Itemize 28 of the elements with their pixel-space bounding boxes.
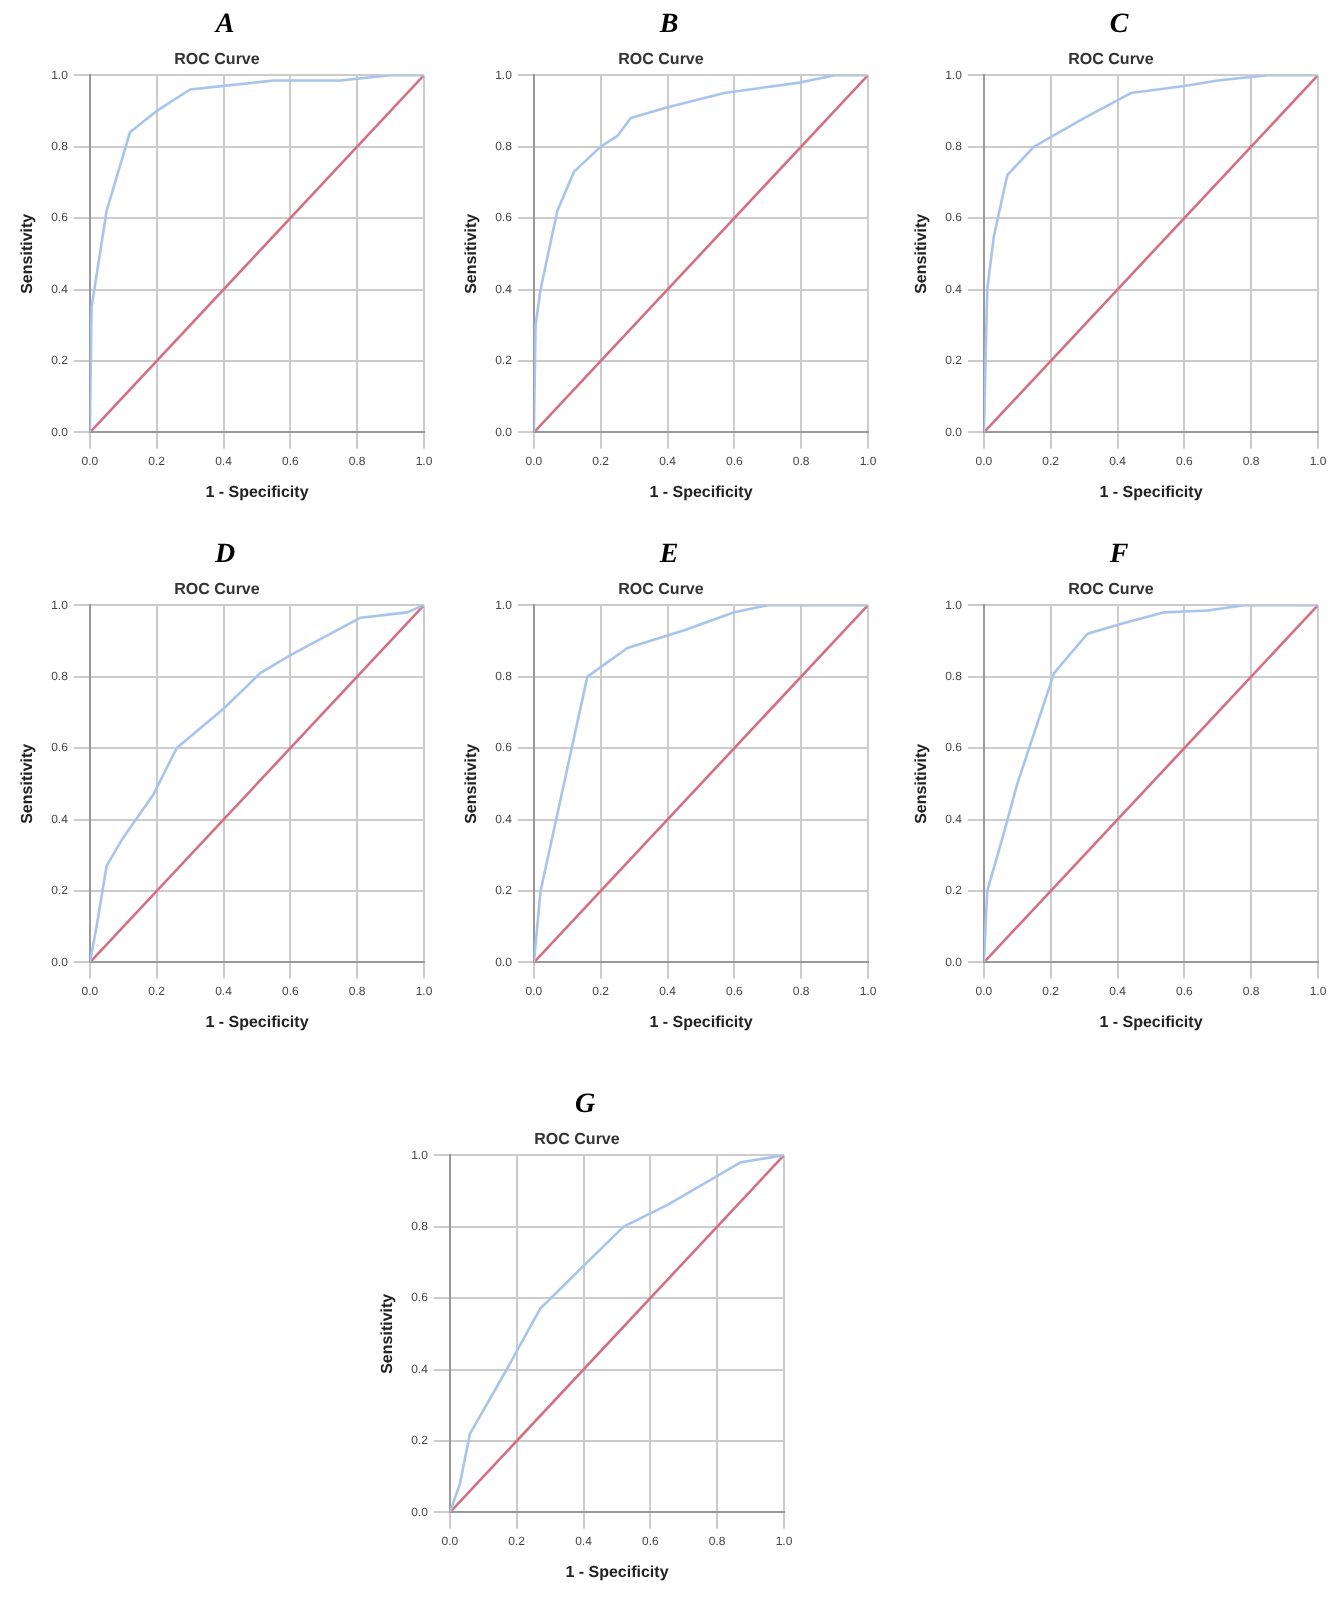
chart-title: E — [657, 538, 681, 574]
chart-subtitle: ROC Curve — [618, 50, 705, 69]
x-axis-title: 1 - Specificity — [205, 1012, 310, 1031]
chart-subtitle: ROC Curve — [534, 1130, 621, 1149]
y-axis-title: Sensitivity — [912, 212, 931, 294]
chart-subtitle: ROC Curve — [174, 50, 261, 69]
y-axis-title: Sensitivity — [18, 212, 37, 294]
chart-subtitle: ROC Curve — [1068, 580, 1155, 599]
y-axis-title: Sensitivity — [462, 212, 481, 294]
chart-title: A — [212, 8, 237, 44]
chart-title: D — [212, 538, 238, 574]
x-axis-title: 1 - Specificity — [205, 482, 310, 501]
x-axis-title: 1 - Specificity — [649, 1012, 754, 1031]
x-axis-title: 1 - Specificity — [1099, 1012, 1204, 1031]
y-axis-title: Sensitivity — [462, 742, 481, 824]
chart-subtitle: ROC Curve — [618, 580, 705, 599]
x-axis-title: 1 - Specificity — [1099, 482, 1204, 501]
chart-subtitle: ROC Curve — [1068, 50, 1155, 69]
x-axis-title: 1 - Specificity — [649, 482, 754, 501]
chart-title: B — [657, 8, 681, 44]
chart-title: F — [1107, 538, 1131, 574]
y-axis-title: Sensitivity — [18, 742, 37, 824]
chart-subtitle: ROC Curve — [174, 580, 261, 599]
y-axis-title: Sensitivity — [378, 1292, 397, 1374]
x-axis-title: 1 - Specificity — [565, 1562, 670, 1581]
chart-title: G — [572, 1088, 598, 1124]
y-axis-title: Sensitivity — [912, 742, 931, 824]
chart-title: C — [1107, 8, 1131, 44]
